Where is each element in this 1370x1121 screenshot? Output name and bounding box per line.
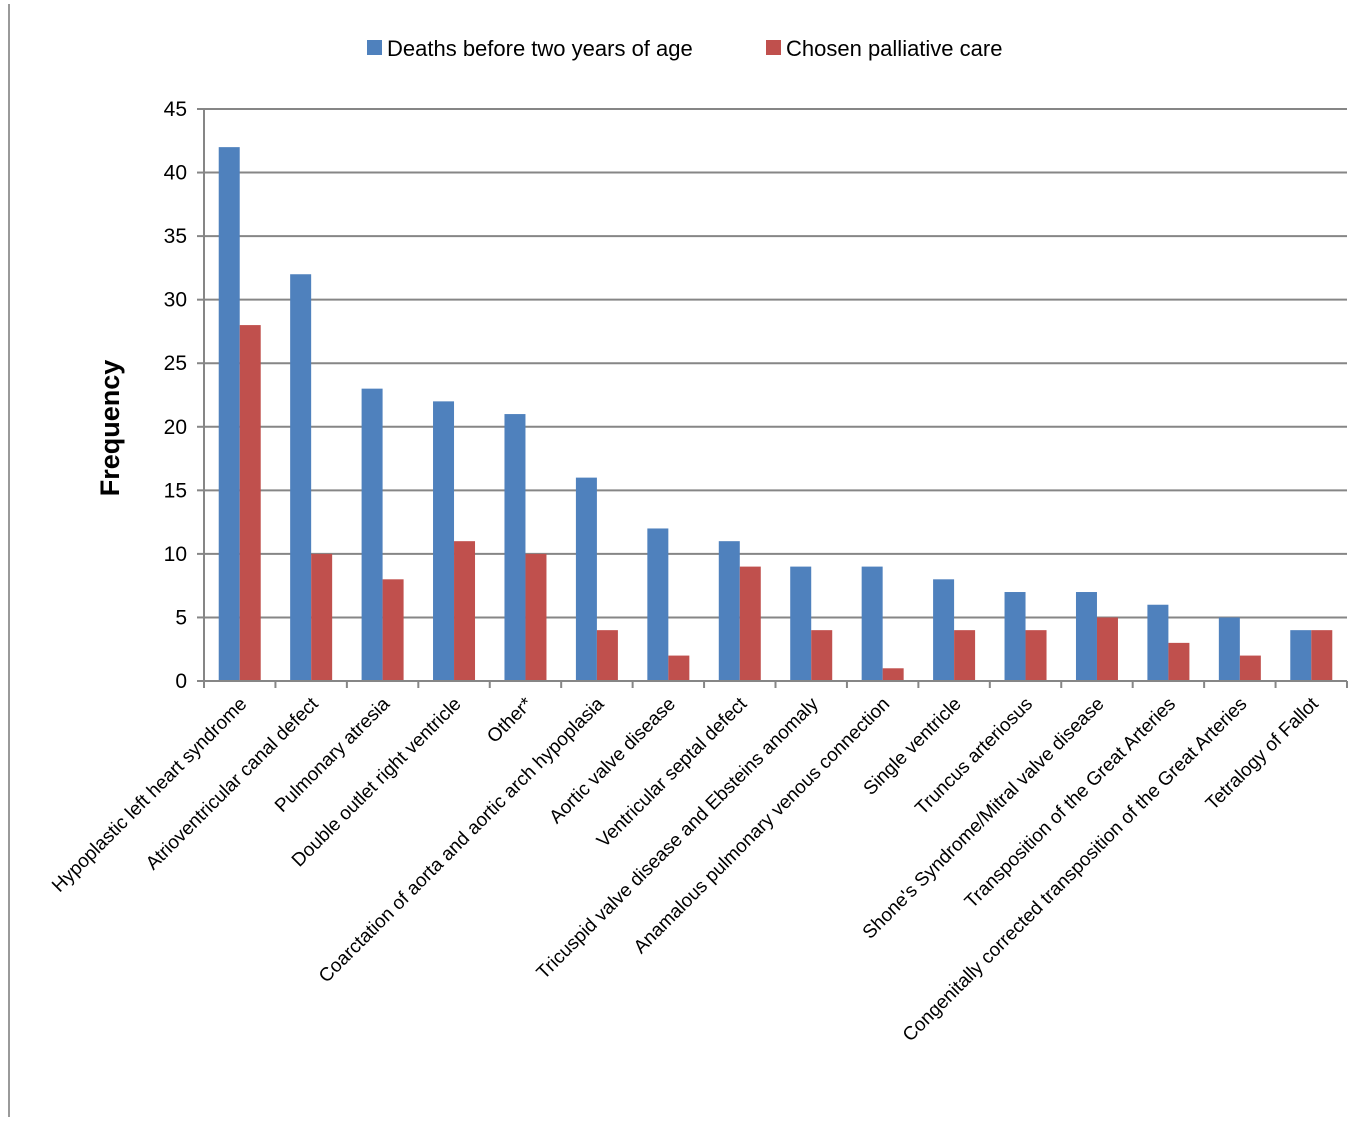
bars (218, 147, 1333, 682)
bar-deaths (1147, 604, 1169, 681)
legend-swatch-deaths (367, 40, 382, 55)
axes (197, 108, 1348, 688)
bar-deaths (647, 528, 669, 681)
legend: Deaths before two years of age Chosen pal… (367, 36, 1002, 61)
bar-palliative (1239, 655, 1261, 681)
bar-palliative (239, 325, 261, 681)
y-tick-label: 45 (164, 98, 187, 121)
bar-deaths (575, 477, 597, 681)
bar-deaths (1004, 592, 1026, 681)
bar-palliative (954, 630, 976, 681)
bar-palliative (1168, 642, 1190, 681)
bar-deaths (718, 541, 740, 681)
y-tick-label: 35 (164, 225, 187, 248)
bar-palliative (311, 553, 333, 681)
y-tick-label: 20 (164, 416, 187, 439)
bar-palliative (668, 655, 690, 681)
y-tick-label: 25 (164, 352, 187, 375)
bar-deaths (290, 274, 312, 681)
category-label: Truncus arteriosus (911, 694, 1037, 820)
bar-deaths (1290, 630, 1312, 681)
bar-palliative (811, 630, 833, 681)
bar-palliative (1096, 617, 1118, 681)
bar-palliative (882, 668, 904, 681)
y-tick-label: 30 (164, 289, 187, 312)
bar-deaths (504, 414, 526, 681)
category-labels: Hypoplastic left heart syndromeAtriovent… (48, 693, 1323, 1046)
legend-swatch-palliative (766, 40, 781, 55)
bar-palliative (525, 553, 547, 681)
bar-palliative (739, 566, 761, 681)
y-axis-title: Frequency (95, 360, 125, 497)
bar-deaths (861, 566, 883, 681)
category-label: Congenitally corrected transposition of … (899, 694, 1251, 1046)
category-label: Aortic valve disease (546, 694, 680, 828)
legend-label-deaths: Deaths before two years of age (387, 36, 693, 61)
bar-palliative (382, 579, 404, 681)
bar-deaths (1075, 592, 1097, 681)
y-tick-label: 5 (175, 606, 187, 629)
bar-palliative (454, 541, 476, 681)
legend-label-palliative: Chosen palliative care (786, 36, 1002, 61)
y-tick-label: 15 (164, 479, 187, 502)
category-label: Other* (483, 693, 537, 747)
bar-palliative (1311, 630, 1333, 681)
bar-deaths (1218, 617, 1240, 681)
bar-deaths (933, 579, 955, 681)
bar-deaths (218, 147, 240, 682)
bar-palliative (1025, 630, 1047, 681)
y-tick-label: 0 (175, 670, 187, 693)
bar-palliative (596, 630, 618, 681)
y-tick-label: 40 (164, 162, 187, 185)
bar-deaths (790, 566, 812, 681)
y-tick-label: 10 (164, 543, 187, 566)
bar-deaths (433, 401, 455, 681)
bar-deaths (361, 388, 383, 681)
y-tick-labels: 0 5 10 15 20 25 30 35 40 45 (164, 98, 187, 693)
category-label: Anamalous pulmonary venous connection (630, 694, 894, 958)
